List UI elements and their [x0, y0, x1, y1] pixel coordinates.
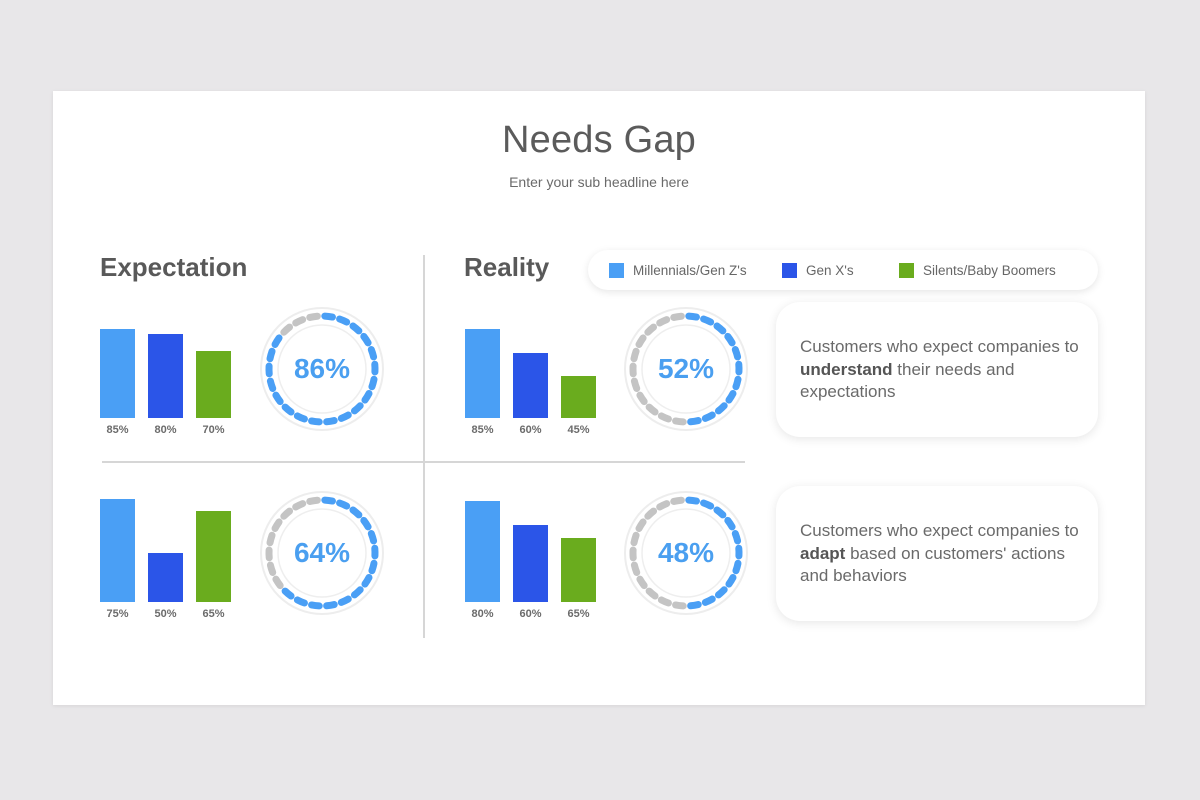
- legend-item-millennials: Millennials/Gen Z's: [609, 261, 747, 279]
- slide: Needs Gap Enter your sub headline here E…: [53, 91, 1145, 705]
- progress-ring: 52%: [623, 306, 749, 432]
- bar-value-label: 45%: [567, 424, 590, 436]
- bar-genx: [513, 525, 548, 602]
- ring-value: 52%: [657, 353, 715, 384]
- legend-label: Silents/Baby Boomers: [923, 262, 1056, 278]
- page-subtitle: Enter your sub headline here: [509, 174, 689, 190]
- ring-graphic: [260, 491, 384, 615]
- progress-ring: 86%: [259, 306, 385, 432]
- bar-value-label: 75%: [106, 608, 129, 620]
- bar-boomers: [196, 511, 231, 602]
- bar-value-label: 70%: [202, 424, 225, 436]
- bar-value-label: 60%: [519, 608, 542, 620]
- section-title-expectation: Expectation: [100, 252, 248, 282]
- legend-swatch-millennials: [609, 262, 624, 278]
- ring-graphic: [624, 307, 748, 431]
- card-text: Customers who expect companies to: [800, 337, 1079, 356]
- vertical-divider: [423, 255, 425, 638]
- legend-label: Gen X's: [806, 262, 854, 278]
- legend-label: Millennials/Gen Z's: [633, 262, 747, 278]
- bar-value-label: 85%: [471, 424, 494, 436]
- description-card-adapt: Customers who expect companies to adapt …: [776, 486, 1098, 621]
- card-text: their needs and expectations: [800, 359, 1015, 402]
- bar-boomers: [561, 538, 596, 602]
- ring-value: 64%: [293, 537, 351, 568]
- legend-item-genx: Gen X's: [782, 261, 854, 279]
- bar-value-label: 85%: [106, 424, 129, 436]
- ring-graphic: [624, 491, 748, 615]
- bar-value-label: 50%: [154, 608, 177, 620]
- card-text: based on customers' actions and behavior…: [800, 543, 1065, 586]
- bar-millennials: [100, 329, 135, 418]
- ring-value: 48%: [657, 537, 715, 568]
- horizontal-divider: [102, 461, 745, 463]
- bar-value-label: 80%: [154, 424, 177, 436]
- section-title-reality: Reality: [464, 252, 550, 282]
- card-text-emphasis: understand: [800, 359, 893, 379]
- legend-swatch-genx: [782, 262, 797, 278]
- bar-millennials: [100, 499, 135, 602]
- description-card-understand: Customers who expect companies to unders…: [776, 302, 1098, 437]
- bar-genx: [513, 353, 548, 418]
- bar-millennials: [465, 329, 500, 418]
- bar-value-label: 80%: [471, 608, 494, 620]
- bar-value-label: 60%: [519, 424, 542, 436]
- bar-value-label: 65%: [202, 608, 225, 620]
- legend-swatch-boomers: [899, 262, 914, 278]
- progress-ring: 64%: [259, 490, 385, 616]
- legend: Millennials/Gen Z's Gen X's Silents/Baby…: [588, 250, 1098, 290]
- card-text: Customers who expect companies to: [800, 521, 1079, 540]
- bar-genx: [148, 553, 183, 602]
- bar-boomers: [561, 376, 596, 418]
- bar-millennials: [465, 501, 500, 602]
- bar-genx: [148, 334, 183, 418]
- progress-ring: 48%: [623, 490, 749, 616]
- legend-item-boomers: Silents/Baby Boomers: [899, 261, 1056, 279]
- ring-value: 86%: [293, 353, 351, 384]
- ring-graphic: [260, 307, 384, 431]
- bar-value-label: 65%: [567, 608, 590, 620]
- page-title: Needs Gap: [501, 119, 697, 161]
- bar-boomers: [196, 351, 231, 418]
- card-text-emphasis: adapt: [800, 543, 846, 563]
